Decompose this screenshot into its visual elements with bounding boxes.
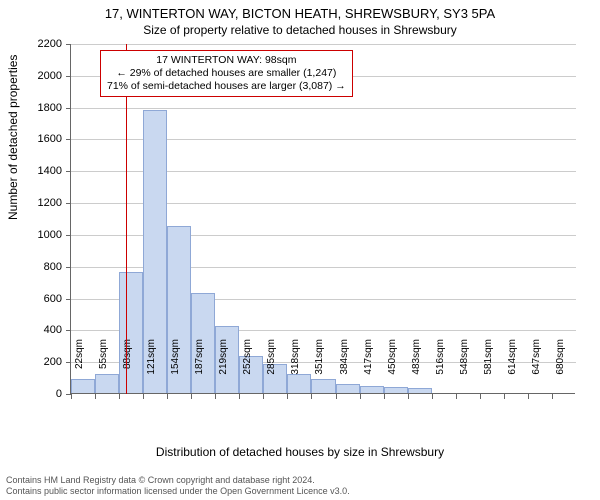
xtick-mark: [432, 394, 433, 399]
footer-attribution: Contains HM Land Registry data © Crown c…: [6, 475, 350, 497]
ytick-mark: [66, 267, 71, 268]
ytick-label: 2200: [12, 38, 62, 50]
xtick-mark: [384, 394, 385, 399]
xtick-mark: [287, 394, 288, 399]
xtick-mark: [119, 394, 120, 399]
xtick-mark: [456, 394, 457, 399]
xtick-mark: [239, 394, 240, 399]
xtick-mark: [191, 394, 192, 399]
xtick-mark: [360, 394, 361, 399]
xtick-label: 581sqm: [483, 339, 494, 399]
footer-line-1: Contains HM Land Registry data © Crown c…: [6, 475, 350, 486]
footer-line-2: Contains public sector information licen…: [6, 486, 350, 497]
xtick-label: 219sqm: [218, 339, 229, 399]
xtick-label: 384sqm: [339, 339, 350, 399]
ytick-mark: [66, 203, 71, 204]
ytick-label: 200: [12, 356, 62, 368]
xtick-mark: [408, 394, 409, 399]
ytick-label: 400: [12, 324, 62, 336]
x-axis-label: Distribution of detached houses by size …: [0, 445, 600, 459]
gridline: [71, 44, 576, 45]
xtick-label: 450sqm: [387, 339, 398, 399]
xtick-mark: [167, 394, 168, 399]
xtick-mark: [143, 394, 144, 399]
ytick-mark: [66, 330, 71, 331]
xtick-label: 647sqm: [531, 339, 542, 399]
annotation-line-2: ← 29% of detached houses are smaller (1,…: [107, 67, 346, 80]
ytick-mark: [66, 139, 71, 140]
xtick-label: 121sqm: [146, 339, 157, 399]
xtick-label: 318sqm: [290, 339, 301, 399]
xtick-label: 285sqm: [266, 339, 277, 399]
xtick-label: 614sqm: [507, 339, 518, 399]
xtick-label: 516sqm: [435, 339, 446, 399]
ytick-label: 1000: [12, 229, 62, 241]
page-title: 17, WINTERTON WAY, BICTON HEATH, SHREWSB…: [0, 0, 600, 21]
xtick-mark: [215, 394, 216, 399]
xtick-mark: [480, 394, 481, 399]
xtick-mark: [504, 394, 505, 399]
xtick-label: 351sqm: [314, 339, 325, 399]
xtick-label: 55sqm: [98, 339, 109, 399]
xtick-label: 187sqm: [194, 339, 205, 399]
xtick-label: 483sqm: [411, 339, 422, 399]
xtick-mark: [263, 394, 264, 399]
xtick-label: 680sqm: [555, 339, 566, 399]
ytick-mark: [66, 299, 71, 300]
annotation-box: 17 WINTERTON WAY: 98sqm ← 29% of detache…: [100, 50, 353, 97]
ytick-label: 1800: [12, 102, 62, 114]
gridline: [71, 108, 576, 109]
ytick-label: 1200: [12, 197, 62, 209]
ytick-label: 0: [12, 388, 62, 400]
xtick-mark: [552, 394, 553, 399]
xtick-mark: [528, 394, 529, 399]
ytick-mark: [66, 171, 71, 172]
ytick-label: 1600: [12, 133, 62, 145]
ytick-mark: [66, 362, 71, 363]
ytick-label: 600: [12, 293, 62, 305]
ytick-label: 2000: [12, 70, 62, 82]
xtick-label: 252sqm: [242, 339, 253, 399]
ytick-label: 800: [12, 261, 62, 273]
xtick-mark: [95, 394, 96, 399]
ytick-mark: [66, 76, 71, 77]
xtick-label: 88sqm: [122, 339, 133, 399]
chart-container: 17, WINTERTON WAY, BICTON HEATH, SHREWSB…: [0, 0, 600, 500]
xtick-label: 417sqm: [363, 339, 374, 399]
chart-area: 22sqm55sqm88sqm121sqm154sqm187sqm219sqm2…: [70, 44, 575, 394]
ytick-mark: [66, 108, 71, 109]
annotation-line-3: 71% of semi-detached houses are larger (…: [107, 80, 346, 93]
chart-subtitle: Size of property relative to detached ho…: [0, 21, 600, 37]
xtick-label: 22sqm: [74, 339, 85, 399]
annotation-line-1: 17 WINTERTON WAY: 98sqm: [107, 54, 346, 67]
ytick-mark: [66, 235, 71, 236]
xtick-mark: [71, 394, 72, 399]
xtick-mark: [311, 394, 312, 399]
ytick-mark: [66, 44, 71, 45]
xtick-mark: [336, 394, 337, 399]
xtick-label: 548sqm: [459, 339, 470, 399]
xtick-label: 154sqm: [170, 339, 181, 399]
ytick-label: 1400: [12, 165, 62, 177]
